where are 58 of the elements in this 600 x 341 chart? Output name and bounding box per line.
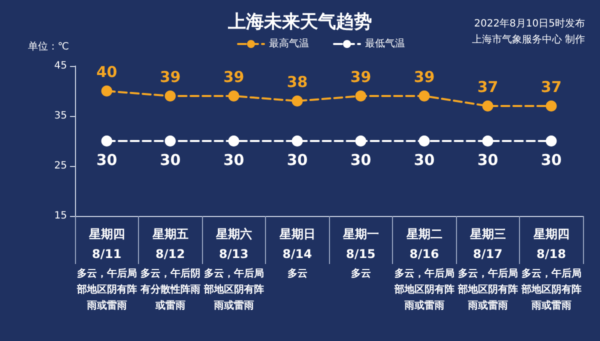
data-label: 39 <box>414 68 435 86</box>
point <box>355 90 366 102</box>
text: 多云，午后局部地区阴有阵雨或雷雨 <box>456 268 518 312</box>
text: 多云，午后局部地区阴有阵雨或雷雨 <box>76 268 137 312</box>
data-label: 30 <box>477 151 498 169</box>
x-tick-label: 星期三 8/17 <box>468 227 506 261</box>
point <box>101 86 112 96</box>
text: 多云，午后阴有分散性阵雨或雷雨 <box>139 268 200 312</box>
point <box>482 136 494 146</box>
text: 多云 <box>350 268 371 280</box>
point <box>101 136 112 146</box>
point <box>164 90 176 102</box>
x-tick-label: 星期六 8/13 <box>214 227 252 261</box>
data-label: 39 <box>160 68 181 86</box>
point <box>228 136 240 146</box>
y-axis-title: 单位：℃ <box>28 40 69 52</box>
data-label: 30 <box>96 151 118 169</box>
point <box>482 100 494 112</box>
text: 上海市气象服务中心 制作 <box>472 34 586 46</box>
y-tick-label: 15 <box>54 210 67 222</box>
text: 多云 <box>287 268 308 280</box>
y-tick-label: 25 <box>54 160 67 172</box>
x-tick-label: 星期二 8/16 <box>405 227 442 261</box>
x-tick-label: 星期四 8/11 <box>88 227 125 261</box>
data-label: 40 <box>96 63 118 81</box>
data-label: 39 <box>350 68 372 86</box>
text: 多云，午后局部地区阴有阵雨或雷雨 <box>393 268 454 312</box>
chart-title: 上海未来天气趋势 <box>227 12 372 32</box>
data-label: 30 <box>414 151 435 169</box>
x-tick-label: 星期四 8/18 <box>532 227 570 261</box>
point <box>546 100 557 112</box>
y-tick-label: 35 <box>54 110 67 122</box>
legend-label: 最低气温 <box>365 38 405 50</box>
point <box>355 136 366 146</box>
point <box>418 136 430 146</box>
data-label: 30 <box>540 151 562 169</box>
data-label: 30 <box>286 151 308 169</box>
text: 多云，午后局部地区阴有阵雨或雷雨 <box>520 268 582 312</box>
point <box>228 90 240 102</box>
x-tick-label: 星期日 8/14 <box>278 227 316 261</box>
point <box>418 90 430 102</box>
data-label: 30 <box>160 151 181 169</box>
x-tick-label: 星期一 8/15 <box>342 227 379 261</box>
data-label: 38 <box>286 73 308 91</box>
data-label: 37 <box>477 78 498 96</box>
data-label: 30 <box>223 151 244 169</box>
data-label: 30 <box>350 151 372 169</box>
point <box>292 96 303 106</box>
data-label: 37 <box>540 78 562 96</box>
point <box>546 136 557 146</box>
legend-label: 最高气温 <box>269 38 309 50</box>
y-tick-label: 45 <box>54 60 67 72</box>
x-tick-label: 星期五 8/12 <box>151 227 188 261</box>
text: 多云，午后局部地区阴有阵雨或雷雨 <box>202 268 264 312</box>
data-label: 39 <box>223 68 244 86</box>
point <box>164 136 176 146</box>
point <box>292 136 303 146</box>
chart-subtitle: 2022年8月10日5时发布 <box>474 18 586 30</box>
